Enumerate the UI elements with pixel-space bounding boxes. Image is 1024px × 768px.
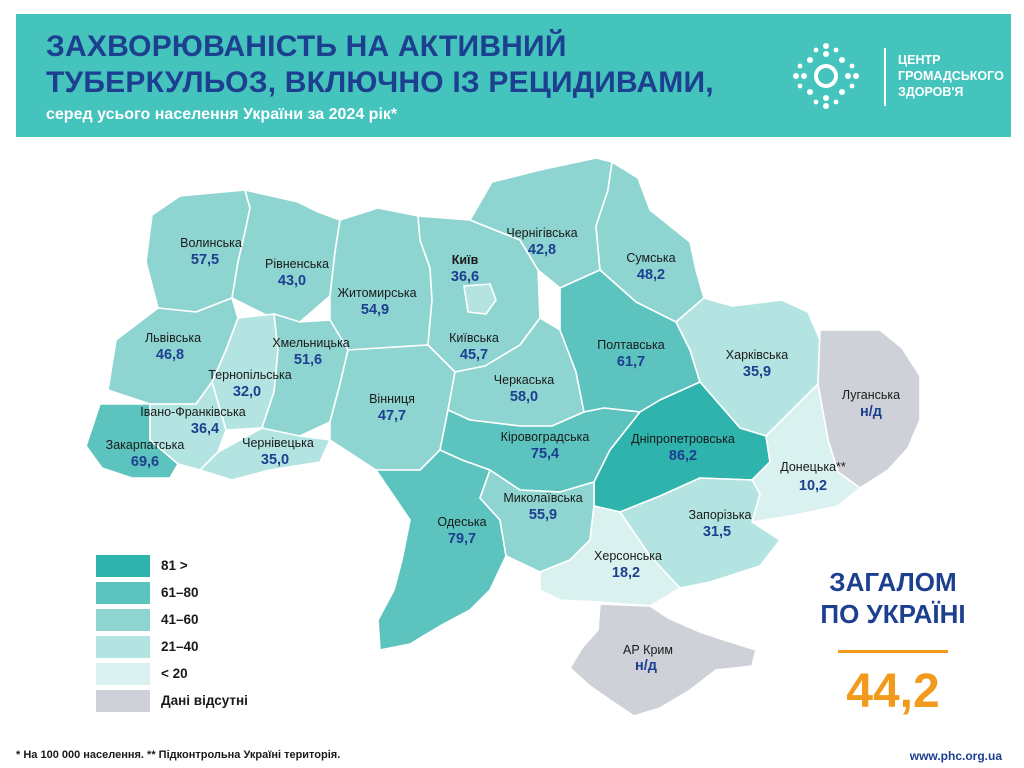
logo-text: ЦЕНТР ГРОМАДСЬКОГО ЗДОРОВ'Я	[898, 52, 1004, 100]
region-value-chernivetska: 35,0	[260, 452, 290, 468]
legend-label-21-40: 21–40	[161, 639, 199, 654]
logo-separator	[884, 48, 886, 106]
region-value-lvivska: 46,8	[155, 347, 185, 363]
region-khmelnytska	[261, 313, 349, 439]
logo-text-line-2: ГРОМАДСЬКОГО	[898, 69, 1004, 83]
region-name-zhytomyrska: Житомирська	[337, 286, 417, 300]
page-subtitle: серед усього населення України за 2024 р…	[46, 106, 398, 123]
region-crimea	[569, 603, 757, 717]
region-name-cherkaska: Черкаська	[493, 373, 555, 387]
region-value-mykolaivska: 55,9	[528, 507, 558, 523]
region-name-dnipropetrovska: Дніпропетровська	[631, 432, 735, 446]
region-value-crimea: н/д	[635, 658, 657, 674]
region-name-kharkivska: Харківська	[725, 348, 789, 362]
region-value-khersonska: 18,2	[611, 565, 641, 581]
region-value-kharkivska: 35,9	[742, 364, 772, 380]
region-value-rivnenska: 43,0	[277, 273, 307, 289]
header-banner: ЗАХВОРЮВАНІСТЬ НА АКТИВНИЙ ТУБЕРКУЛЬОЗ, …	[16, 14, 1011, 137]
region-name-odeska: Одеська	[437, 515, 487, 529]
region-name-kyivska: Київська	[449, 331, 499, 345]
region-name-zaporizka: Запорізька	[688, 508, 752, 522]
region-value-kirovohradska: 75,4	[530, 446, 560, 462]
region-kyiv	[463, 283, 497, 315]
region-name-luhanska: Луганська	[841, 388, 901, 402]
region-value-chernihivska: 42,8	[527, 242, 557, 258]
region-zhytomyrska	[329, 207, 433, 351]
region-name-khersonska: Херсонська	[594, 549, 662, 563]
legend-swatch-21-40	[96, 636, 150, 658]
region-value-odeska: 79,7	[447, 531, 477, 547]
legend-label-41-60: 41–60	[161, 612, 199, 627]
region-name-ivanofrankivska: Івано-Франківська	[140, 405, 246, 419]
region-value-khmelnytska: 51,6	[293, 352, 323, 368]
phc-logo: ЦЕНТР ГРОМАДСЬКОГО ЗДОРОВ'Я	[790, 40, 1004, 126]
total-label-line-1: ЗАГАЛОМ	[829, 567, 957, 597]
region-value-kyiv: 36,6	[450, 269, 480, 285]
region-value-cherkaska: 58,0	[509, 389, 539, 405]
region-chernivetska	[199, 427, 331, 481]
region-value-donetska: 10,2	[798, 478, 828, 494]
region-name-rivnenska: Рівненська	[265, 257, 329, 271]
region-name-volynska: Волинська	[180, 236, 242, 250]
region-value-ternopilska: 32,0	[232, 384, 262, 400]
total-value: 44,2	[846, 665, 940, 718]
phc-logo-icon	[793, 43, 859, 109]
legend-label-below-20: < 20	[161, 666, 188, 681]
region-value-vinnytska: 47,7	[377, 408, 407, 424]
legend-swatch-below-20	[96, 663, 150, 685]
region-value-zhytomyrska: 54,9	[360, 302, 390, 318]
region-value-dnipropetrovska: 86,2	[668, 448, 698, 464]
legend-label-no-data: Дані відсутні	[161, 693, 248, 708]
logo-text-line-3: ЗДОРОВ'Я	[898, 85, 964, 99]
region-name-donetska: Донецька**	[780, 460, 846, 474]
region-name-chernivetska: Чернівецька	[242, 436, 314, 450]
region-odeska	[375, 449, 507, 651]
region-name-kyiv: Київ	[451, 253, 479, 267]
region-name-vinnytska: Вінниця	[369, 392, 415, 406]
legend-label-61-80: 61–80	[161, 585, 199, 600]
total-label-line-2: ПО УКРАЇНІ	[820, 599, 966, 629]
region-value-volynska: 57,5	[190, 252, 220, 268]
total-label: ЗАГАЛОМ ПО УКРАЇНІ	[808, 566, 978, 630]
legend-label-81-plus: 81 >	[161, 558, 188, 573]
footnote: * На 100 000 населення. ** Підконтрольна…	[16, 749, 341, 761]
region-name-khmelnytska: Хмельницька	[272, 336, 350, 350]
region-value-kyivska: 45,7	[459, 347, 489, 363]
region-value-ivanofrankivska: 36,4	[190, 421, 220, 437]
region-name-crimea: АР Крим	[623, 643, 673, 657]
legend-swatch-no-data	[96, 690, 150, 712]
region-name-zakarpatska: Закарпатська	[105, 438, 185, 452]
website-link[interactable]: www.phc.org.ua	[909, 749, 1002, 763]
region-name-ternopilska: Тернопільська	[208, 368, 292, 382]
region-name-sumska: Сумська	[626, 251, 676, 265]
region-name-chernihivska: Чернігівська	[506, 226, 578, 240]
region-name-poltavska: Полтавська	[597, 338, 665, 352]
region-value-zaporizka: 31,5	[702, 524, 732, 540]
legend-swatch-41-60	[96, 609, 150, 631]
region-name-kirovohradska: Кіровоградська	[500, 430, 590, 444]
region-value-poltavska: 61,7	[616, 354, 646, 370]
page-title-line-2: ТУБЕРКУЛЬОЗ, ВКЛЮЧНО ІЗ РЕЦИДИВАМИ,	[46, 66, 714, 99]
legend-swatch-61-80	[96, 582, 150, 604]
legend-swatch-81-plus	[96, 555, 150, 577]
region-value-zakarpatska: 69,6	[130, 454, 160, 470]
region-khersonska	[539, 505, 681, 607]
region-name-mykolaivska: Миколаївська	[503, 491, 583, 505]
region-value-sumska: 48,2	[636, 267, 666, 283]
total-divider	[838, 650, 948, 653]
region-name-lvivska: Львівська	[144, 331, 202, 345]
logo-text-line-1: ЦЕНТР	[898, 53, 941, 67]
region-value-luhanska: н/д	[860, 404, 882, 420]
region-zakarpatska	[85, 403, 179, 479]
page-title-line-1: ЗАХВОРЮВАНІСТЬ НА АКТИВНИЙ	[46, 30, 567, 63]
